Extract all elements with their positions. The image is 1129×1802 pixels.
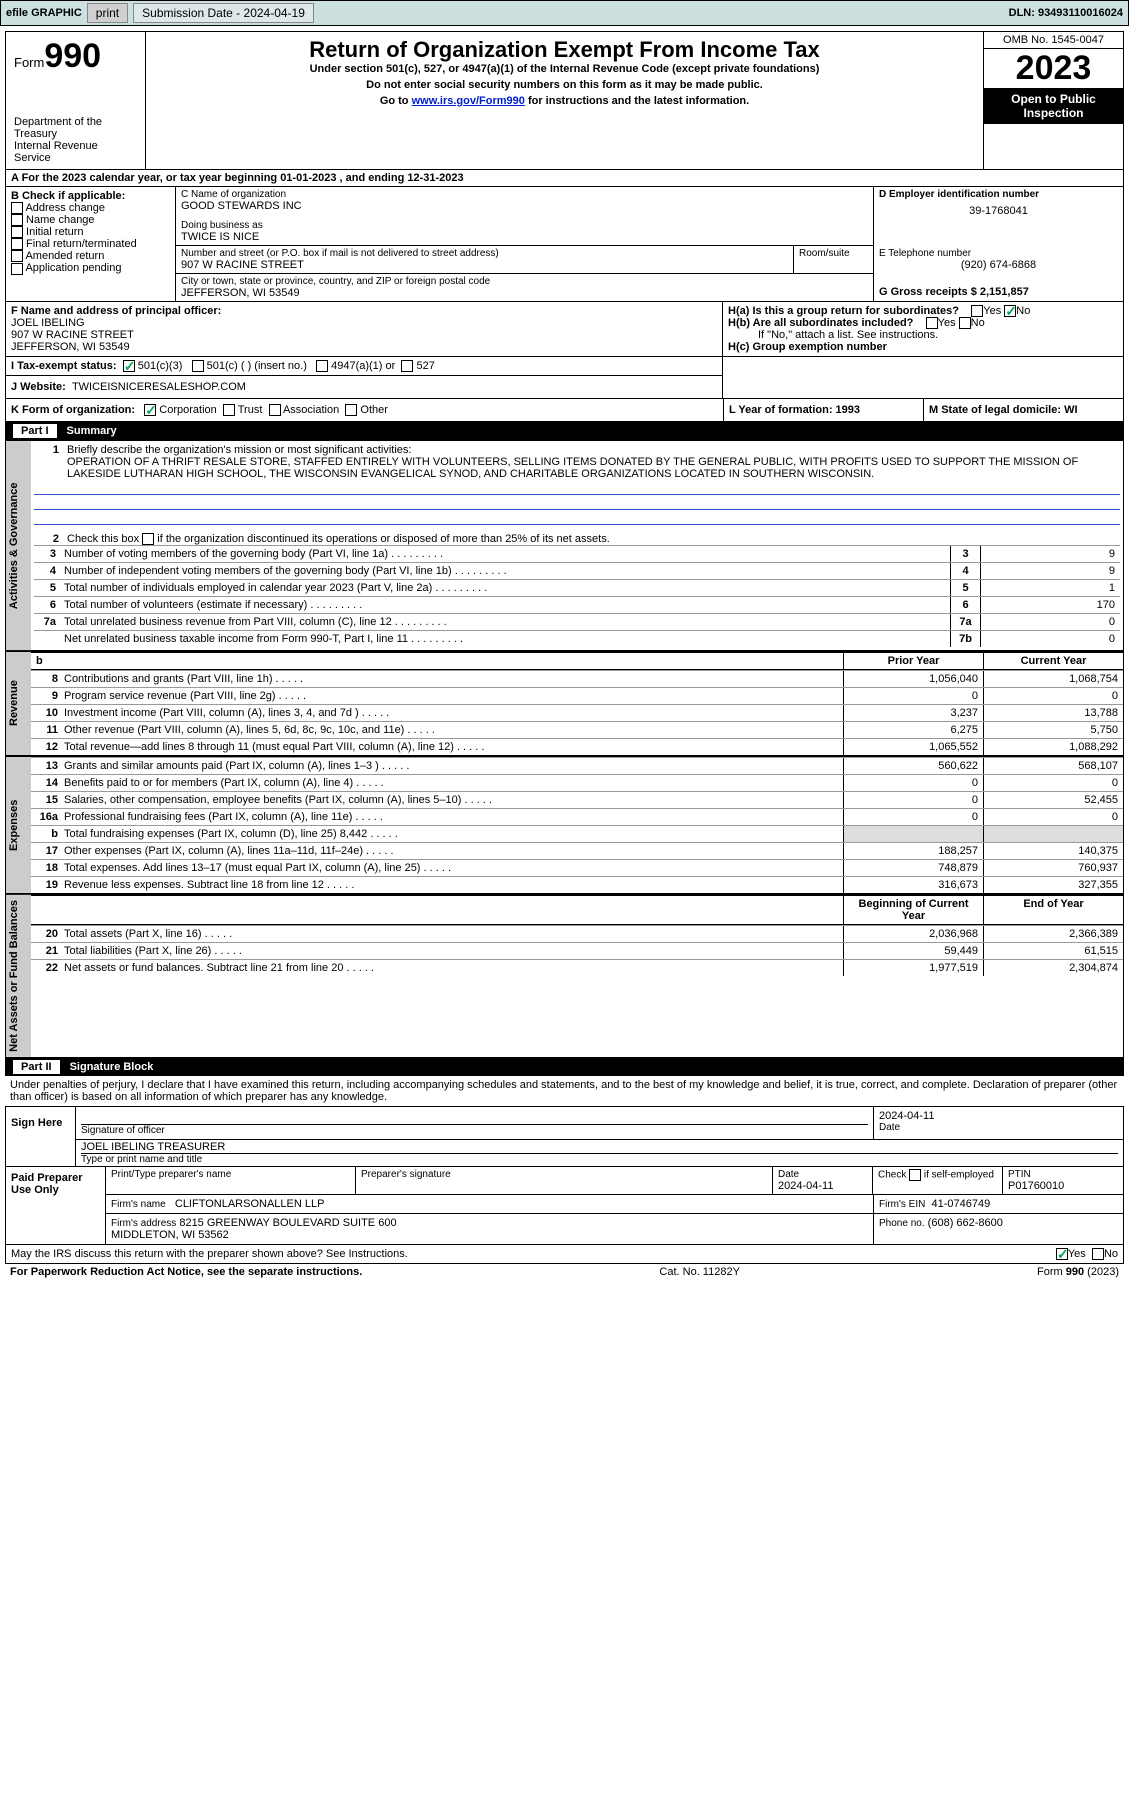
form-label: Form xyxy=(14,55,44,70)
discontinued-checkbox[interactable] xyxy=(142,533,154,545)
open-public-badge: Open to Public Inspection xyxy=(984,88,1123,124)
form-ref: Form 990 (2023) xyxy=(1037,1266,1119,1278)
tax-year: 2023 xyxy=(984,49,1123,88)
page-title: Return of Organization Exempt From Incom… xyxy=(151,37,978,63)
ha-no-checkbox[interactable] xyxy=(1004,305,1016,317)
hb-yes-checkbox[interactable] xyxy=(926,317,938,329)
501c-checkbox[interactable] xyxy=(192,360,204,372)
city-label: City or town, state or province, country… xyxy=(181,276,868,287)
phone: (920) 674-6868 xyxy=(879,259,1118,271)
dept-treasury: Department of the Treasury Internal Reve… xyxy=(14,116,137,164)
perjury-text: Under penalties of perjury, I declare th… xyxy=(5,1076,1124,1106)
hb-no-checkbox[interactable] xyxy=(959,317,971,329)
submission-date: Submission Date - 2024-04-19 xyxy=(133,3,314,23)
box-b-label: B Check if applicable: xyxy=(11,190,170,202)
self-employed-checkbox[interactable] xyxy=(909,1169,921,1181)
print-button[interactable]: print xyxy=(87,3,128,23)
street-label: Number and street (or P.O. box if mail i… xyxy=(181,248,788,259)
dln: DLN: 93493110016024 xyxy=(1009,7,1123,19)
ssn-warning: Do not enter social security numbers on … xyxy=(151,79,978,91)
mission-text: OPERATION OF A THRIFT RESALE STORE, STAF… xyxy=(67,456,1120,480)
discuss-no-checkbox[interactable] xyxy=(1092,1248,1104,1260)
paperwork-notice: For Paperwork Reduction Act Notice, see … xyxy=(10,1266,362,1278)
line-a: A For the 2023 calendar year, or tax yea… xyxy=(5,170,1124,187)
501c3-checkbox[interactable] xyxy=(123,360,135,372)
527-checkbox[interactable] xyxy=(401,360,413,372)
gross-receipts: G Gross receipts $ 2,151,857 xyxy=(879,286,1118,298)
discuss-yes-checkbox[interactable] xyxy=(1056,1248,1068,1260)
form-header: Form990 Department of the Treasury Inter… xyxy=(5,31,1124,170)
officer-addr2: JEFFERSON, WI 53549 xyxy=(11,341,717,353)
efile-label: efile GRAPHIC xyxy=(6,7,82,19)
part2-heading: Signature Block xyxy=(70,1061,154,1073)
form-number: 990 xyxy=(44,37,101,75)
part2-label: Part II xyxy=(13,1060,60,1074)
cat-no: Cat. No. 11282Y xyxy=(659,1266,740,1278)
street: 907 W RACINE STREET xyxy=(181,259,788,271)
org-name: GOOD STEWARDS INC xyxy=(181,200,868,212)
part1-heading: Summary xyxy=(67,425,117,437)
phone-label: E Telephone number xyxy=(879,248,1118,259)
page-subtitle: Under section 501(c), 527, or 4947(a)(1)… xyxy=(151,63,978,75)
box-f-label: F Name and address of principal officer: xyxy=(11,305,717,317)
toolbar: efile GRAPHIC print Submission Date - 20… xyxy=(0,0,1129,26)
dba: TWICE IS NICE xyxy=(181,231,868,243)
4947-checkbox[interactable] xyxy=(316,360,328,372)
website: TWICEISNICERESALESHOP.COM xyxy=(72,381,246,393)
ha-yes-checkbox[interactable] xyxy=(971,305,983,317)
ein-label: D Employer identification number xyxy=(879,189,1118,200)
instructions-link[interactable]: www.irs.gov/Form990 xyxy=(412,95,525,107)
omb-number: OMB No. 1545-0047 xyxy=(984,32,1123,49)
org-name-label: C Name of organization xyxy=(181,189,868,200)
part1-label: Part I xyxy=(13,424,57,438)
ein: 39-1768041 xyxy=(879,205,1118,217)
city: JEFFERSON, WI 53549 xyxy=(181,287,868,299)
gov-label: Activities & Governance xyxy=(6,441,31,650)
paid-preparer: Paid Preparer Use Only xyxy=(6,1167,106,1244)
sign-here: Sign Here xyxy=(6,1107,76,1166)
officer-addr1: 907 W RACINE STREET xyxy=(11,329,717,341)
room-label: Room/suite xyxy=(799,248,868,259)
officer-name: JOEL IBELING xyxy=(11,317,717,329)
dba-label: Doing business as xyxy=(181,220,868,231)
